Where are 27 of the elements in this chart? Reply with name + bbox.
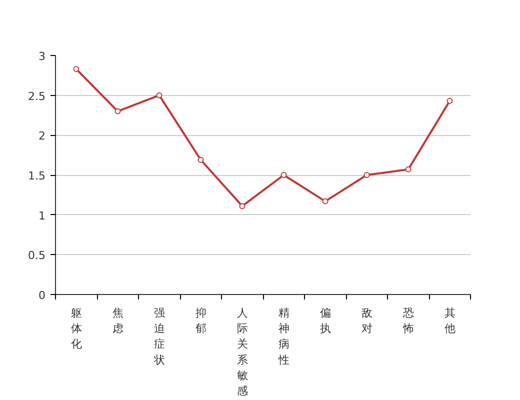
point <box>405 166 412 172</box>
x-tick-label: 其他 <box>444 306 456 336</box>
point <box>198 156 204 163</box>
y-tick-label: 1 <box>38 209 46 222</box>
y-tick-label: 2.5 <box>28 90 46 103</box>
point <box>446 98 453 104</box>
x-tick-label: 躯体化 <box>70 306 82 351</box>
x-tick-label: 偏执 <box>320 306 331 336</box>
y-tick-label: 0.5 <box>28 249 46 262</box>
y-tick-label: 2 <box>38 130 46 143</box>
x-tick-label: 抑郁 <box>195 306 206 336</box>
x-tick-label: 强迫症状 <box>152 306 165 366</box>
y-tick-label: 3 <box>38 50 46 63</box>
point <box>280 172 287 178</box>
x-tick-label: 人际关系敏感 <box>236 306 248 398</box>
point <box>239 203 246 210</box>
point <box>322 198 328 204</box>
point <box>156 92 162 98</box>
point <box>364 172 370 178</box>
x-tick-label: 焦虑 <box>112 306 124 336</box>
x-tick-label: 恐怖 <box>402 306 414 336</box>
y-tick-label: 1.5 <box>28 170 46 182</box>
point <box>73 66 80 72</box>
point <box>114 108 121 114</box>
x-tick-label: 敌对 <box>361 306 372 336</box>
x-tick-label: 精神病性 <box>277 306 290 366</box>
y-tick-label: 0 <box>38 289 46 302</box>
